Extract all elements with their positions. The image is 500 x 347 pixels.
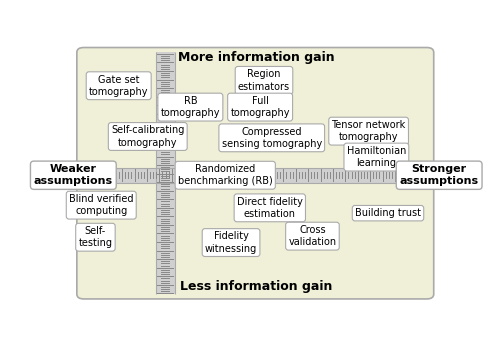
Text: Region
estimators: Region estimators: [238, 69, 290, 92]
Text: Blind verified
computing: Blind verified computing: [69, 194, 134, 217]
Text: More information gain: More information gain: [178, 51, 334, 64]
Text: Direct fidelity
estimation: Direct fidelity estimation: [237, 197, 303, 219]
FancyBboxPatch shape: [77, 48, 434, 299]
Text: RB
tomography: RB tomography: [160, 96, 220, 118]
Text: Building trust: Building trust: [355, 208, 421, 218]
Text: Self-
testing: Self- testing: [78, 226, 112, 248]
Text: Hamiltonian
learning: Hamiltonian learning: [346, 146, 406, 168]
Text: Gate set
tomography: Gate set tomography: [89, 75, 148, 97]
Text: Full
tomography: Full tomography: [230, 96, 290, 118]
Text: Cross
validation: Cross validation: [288, 225, 337, 247]
Text: Self-calibrating
tomography: Self-calibrating tomography: [111, 125, 184, 148]
Text: Stronger
assumptions: Stronger assumptions: [400, 164, 478, 186]
Text: Tensor network
tomography: Tensor network tomography: [332, 120, 406, 142]
FancyBboxPatch shape: [84, 168, 427, 183]
Text: Less information gain: Less information gain: [180, 280, 332, 293]
Text: Fidelity
witnessing: Fidelity witnessing: [205, 231, 257, 254]
FancyBboxPatch shape: [156, 52, 175, 294]
Text: Compressed
sensing tomography: Compressed sensing tomography: [222, 127, 322, 149]
Text: Weaker
assumptions: Weaker assumptions: [34, 164, 113, 186]
Text: Randomized
benchmarking (RB): Randomized benchmarking (RB): [178, 164, 272, 186]
